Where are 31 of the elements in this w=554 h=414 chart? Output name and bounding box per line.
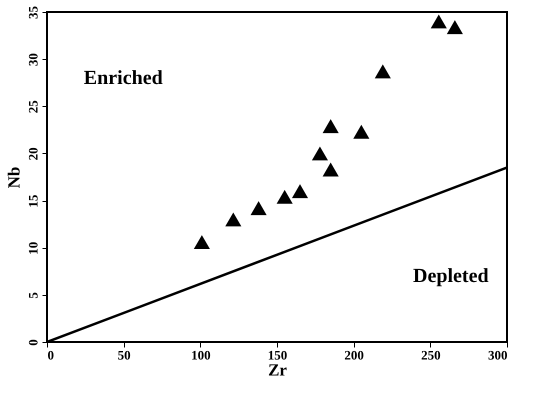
point: [225, 212, 242, 226]
y-tick-label: 0: [26, 339, 40, 346]
point: [250, 201, 267, 216]
y-tick-label: 15: [26, 194, 40, 208]
x-tick-label: 0: [48, 348, 54, 362]
y-tick-label: 20: [26, 147, 40, 160]
annotation: Enriched: [84, 67, 163, 89]
y-tick-label: 5: [26, 292, 40, 299]
y-tick-label: 35: [26, 6, 40, 19]
x-tick-label: 200: [344, 348, 364, 362]
annotation: Depleted: [413, 265, 489, 287]
y-tick-label: 30: [26, 53, 40, 66]
x-tick-label: 100: [191, 348, 211, 362]
point: [292, 184, 308, 198]
point: [374, 64, 391, 78]
point: [312, 146, 328, 160]
y-tick-label: 25: [26, 100, 40, 114]
y-tick-label: 10: [26, 242, 40, 255]
point: [430, 14, 447, 28]
point: [446, 20, 463, 34]
point: [322, 162, 339, 176]
point: [322, 119, 339, 134]
x-tick-label: 300: [488, 348, 508, 362]
point: [194, 235, 210, 250]
point: [353, 124, 370, 139]
x-axis-title: Zr: [268, 360, 288, 380]
x-tick-label: 150: [268, 348, 288, 362]
x-tick-label: 250: [421, 348, 441, 362]
x-tick-label: 50: [118, 348, 131, 362]
y-axis-title: Nb: [4, 166, 24, 188]
point: [276, 190, 293, 204]
